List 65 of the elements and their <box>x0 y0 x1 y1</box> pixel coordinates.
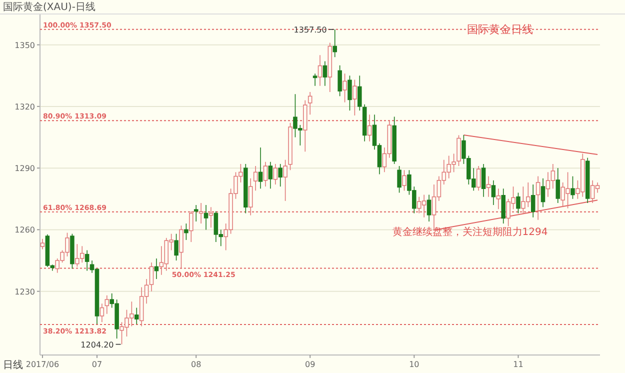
candlestick <box>342 73 347 103</box>
candlestick <box>501 188 506 224</box>
candlestick <box>258 147 263 190</box>
annotation: 1357.50 <box>294 25 327 34</box>
candlestick <box>174 233 178 261</box>
candlestick <box>491 180 496 206</box>
x-tick-label: 2017/06 <box>26 360 60 369</box>
candlestick <box>338 64 342 97</box>
y-tick-label: 1260 <box>14 226 35 235</box>
candlestick <box>402 170 406 192</box>
y-tick-label: 1230 <box>14 287 35 296</box>
y-tick-label: 1290 <box>14 164 35 174</box>
candlestick <box>536 176 540 220</box>
annotation: 1204.20 <box>80 340 114 350</box>
annotation: 国际黄金日线 <box>467 23 533 36</box>
candlestick <box>283 159 288 202</box>
candlestick <box>367 114 372 142</box>
candlestick <box>358 75 362 111</box>
candlestick <box>104 295 110 314</box>
candlestick <box>348 75 352 111</box>
candlestick <box>100 303 104 323</box>
candlestick <box>352 79 357 116</box>
candlestick <box>184 223 188 240</box>
candlestick <box>134 307 139 325</box>
chart-title: 国际黄金(XAU)-日线 <box>3 1 96 13</box>
candlestick <box>556 168 560 204</box>
candlestick <box>308 92 312 116</box>
candlestick <box>570 176 575 200</box>
candlestick <box>540 178 546 208</box>
candlestick <box>476 166 481 192</box>
y-tick-label: 1350 <box>14 40 35 50</box>
candlestick <box>84 250 90 272</box>
x-tick-label: 09 <box>304 360 316 369</box>
candlestick <box>530 184 536 218</box>
candlestick <box>481 164 486 198</box>
candlestick <box>40 238 45 250</box>
x-tick-label: 08 <box>191 360 202 369</box>
candlestick <box>312 73 318 86</box>
candlestick <box>278 164 282 187</box>
candlestick <box>149 262 154 292</box>
candlestick <box>456 134 461 166</box>
candlestick <box>253 166 258 192</box>
x-tick-label: 10 <box>409 360 420 369</box>
candlestick <box>397 166 402 194</box>
candlestick <box>332 29 337 58</box>
x-axis-title: 日线 <box>3 359 23 371</box>
candlestick <box>194 204 198 222</box>
candlestick <box>486 176 491 198</box>
candlestick <box>318 54 322 86</box>
candlestick <box>426 194 432 222</box>
candlestick <box>204 204 208 230</box>
candlestick <box>273 164 278 185</box>
candlestick <box>179 225 184 270</box>
candlestick <box>189 210 194 242</box>
candlestick <box>248 178 253 216</box>
candlestick <box>516 192 520 214</box>
candlestick <box>263 162 268 187</box>
candlestick <box>322 60 328 86</box>
candlestick <box>496 188 501 210</box>
annotation: 黄金继续盘整，关注短期阻力1294 <box>392 226 548 238</box>
y-tick-label: 1320 <box>14 102 35 112</box>
x-tick-label: 07 <box>92 360 102 369</box>
candlestick <box>268 162 273 190</box>
x-tick-label: 11 <box>513 360 524 369</box>
candlestick <box>198 202 204 224</box>
